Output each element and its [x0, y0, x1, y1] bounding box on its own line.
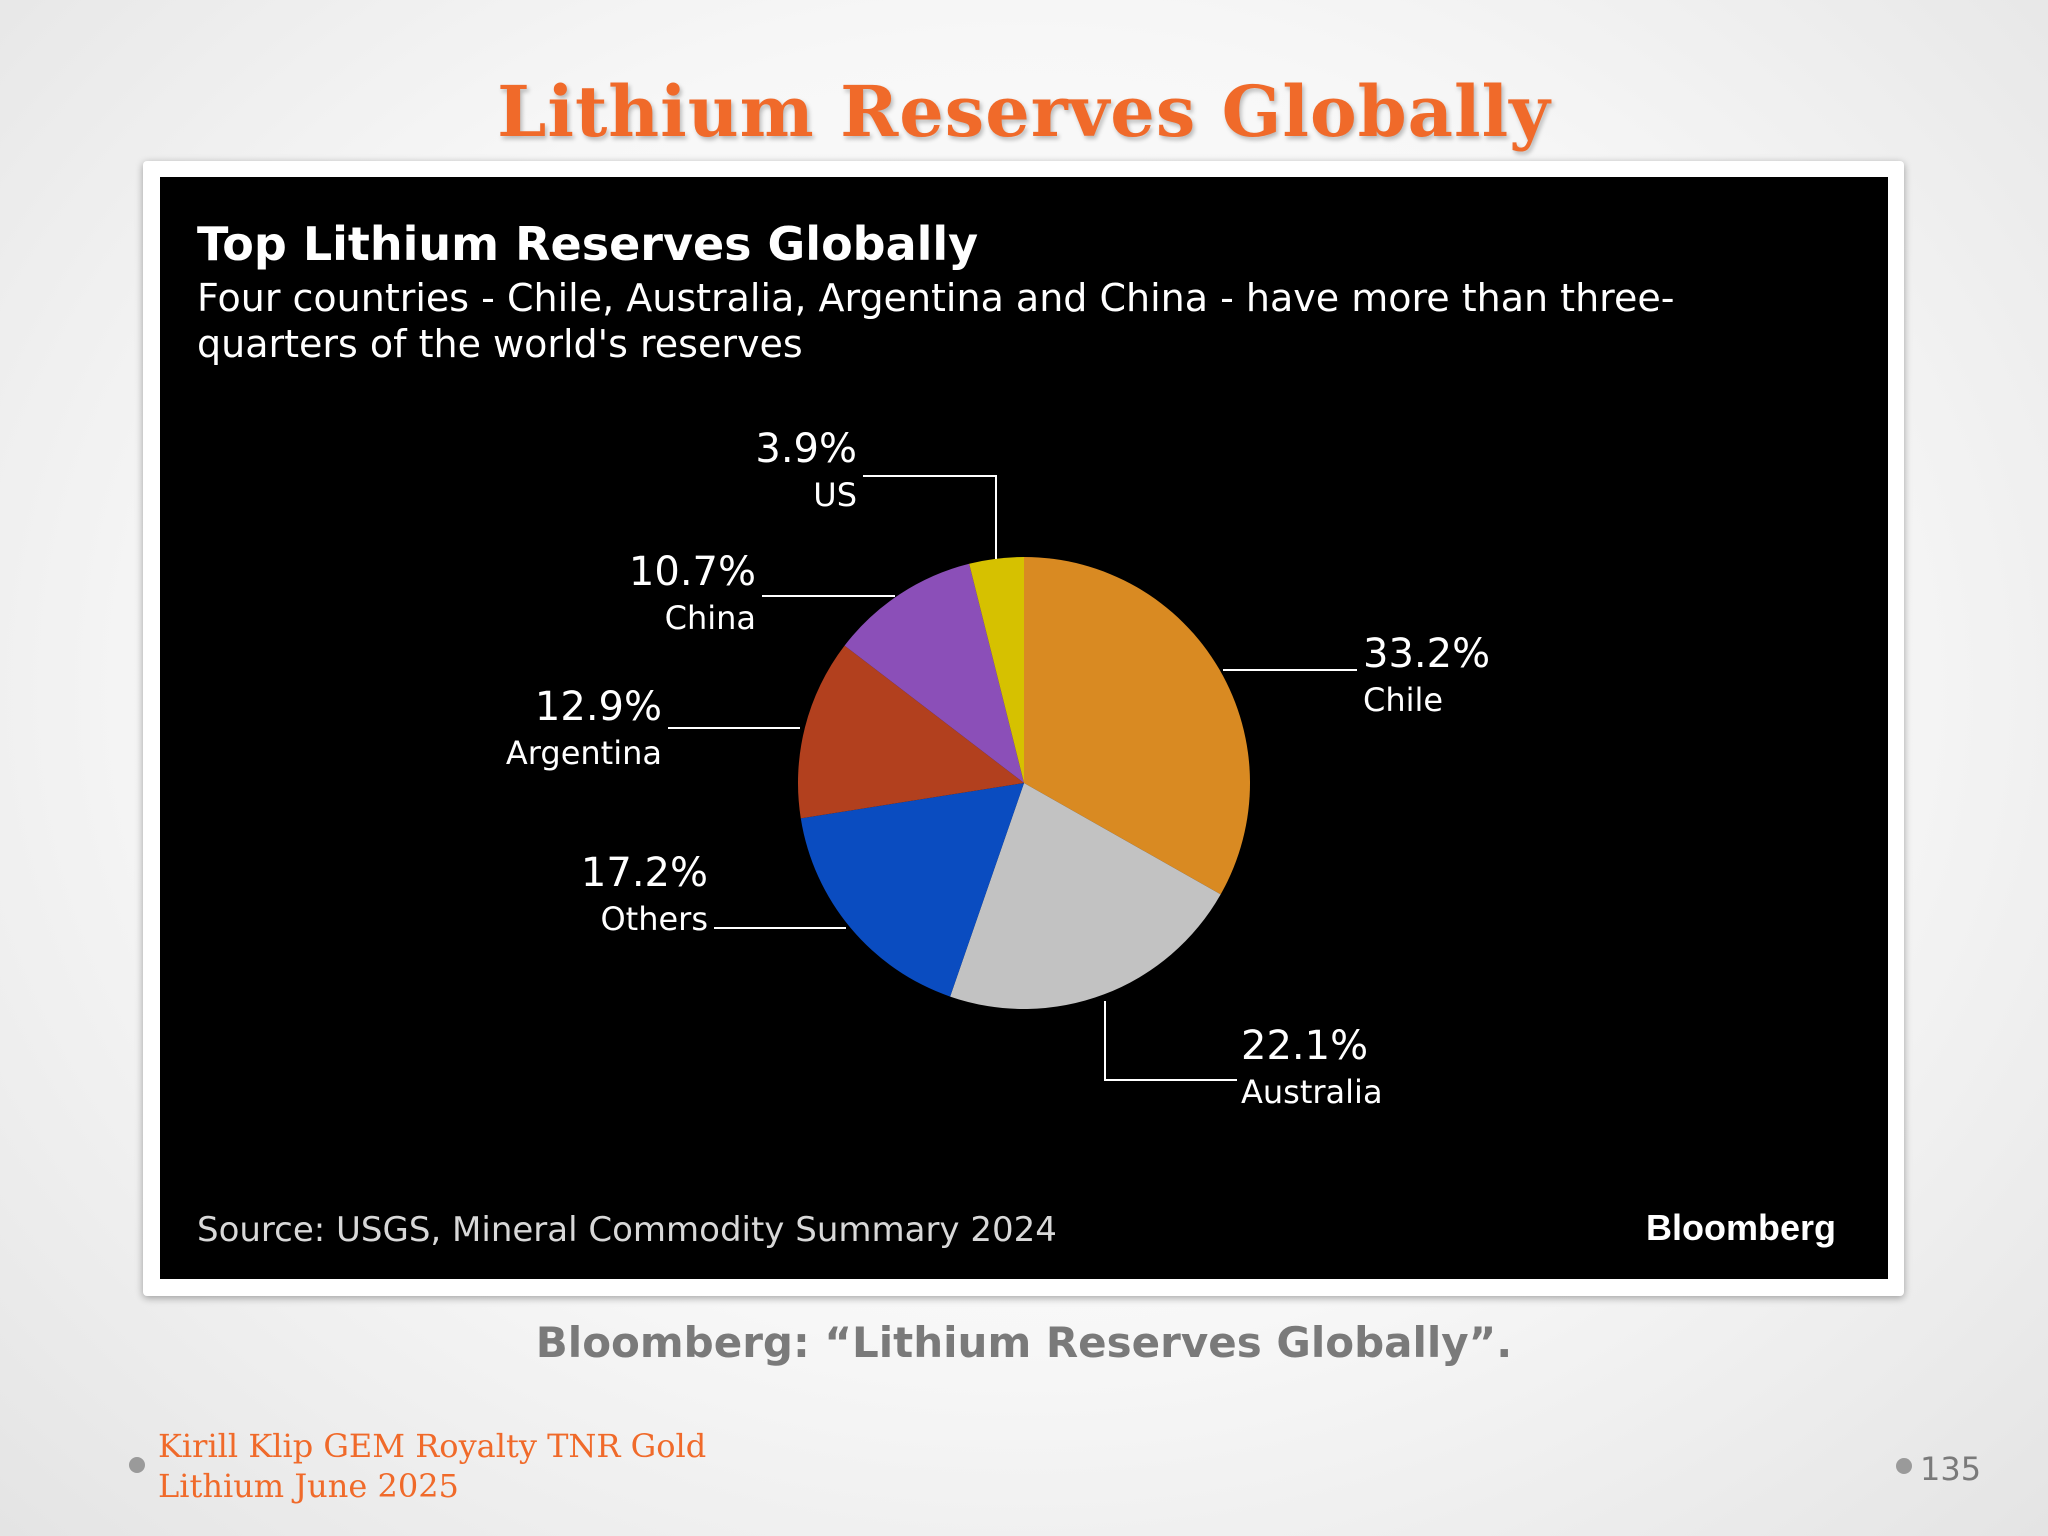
pie-slice-others	[800, 783, 1024, 997]
page-bullet-icon	[1896, 1458, 1912, 1474]
chart-subtitle: Four countries - Chile, Australia, Argen…	[197, 275, 1797, 367]
data-label-value-china: 10.7%	[629, 549, 756, 595]
footer-bullet-icon	[129, 1457, 145, 1473]
slide-caption: Bloomberg: “Lithium Reserves Globally”.	[535, 1318, 1513, 1367]
pie-slice-australia	[950, 783, 1221, 1009]
pie-slice-argentina	[797, 645, 1024, 819]
chart-title: Top Lithium Reserves Globally	[197, 217, 979, 271]
pie-chart: 33.2% Chile 22.1% Australia 17.2% Others 12.9%…	[506, 426, 1490, 1111]
leader-line-us	[863, 475, 997, 559]
chart-source: Source: USGS, Mineral Commodity Summary …	[197, 1210, 1057, 1250]
chart-subtitle-line-1: Four countries - Chile, Australia, Argen…	[197, 276, 1675, 320]
chart-panel: Top Lithium Reserves Globally Four count…	[160, 177, 1888, 1279]
data-label-value-argentina: 12.9%	[535, 684, 662, 730]
slide-title: Lithium Reserves Globally	[497, 70, 1551, 153]
pie-slice-us	[969, 557, 1024, 783]
bloomberg-logo: Bloomberg	[1645, 1207, 1836, 1248]
chart-subtitle-line-2: quarters of the world's reserves	[197, 322, 803, 366]
data-label-value-chile: 33.2%	[1363, 631, 1490, 677]
data-label-name-us: US	[813, 476, 857, 514]
data-label-value-australia: 22.1%	[1241, 1023, 1368, 1069]
data-label-value-us: 3.9%	[755, 426, 857, 472]
footer-credit-line-2: Lithium June 2025	[158, 1467, 459, 1505]
data-label-name-china: China	[665, 599, 756, 637]
leader-line-australia	[1104, 1001, 1237, 1081]
data-label-name-argentina: Argentina	[506, 734, 662, 772]
data-label-name-others: Others	[600, 900, 708, 938]
data-label-name-australia: Australia	[1241, 1073, 1383, 1111]
data-label-name-chile: Chile	[1363, 681, 1443, 719]
pie-slice-china	[844, 563, 1024, 783]
page-number: 135	[1920, 1450, 1982, 1488]
footer-credit: Kirill Klip GEM Royalty TNR Gold Lithium…	[158, 1426, 858, 1506]
pie-slice-chile	[1024, 557, 1251, 895]
footer-credit-line-1: Kirill Klip GEM Royalty TNR Gold	[158, 1427, 707, 1465]
data-label-value-others: 17.2%	[581, 850, 708, 896]
